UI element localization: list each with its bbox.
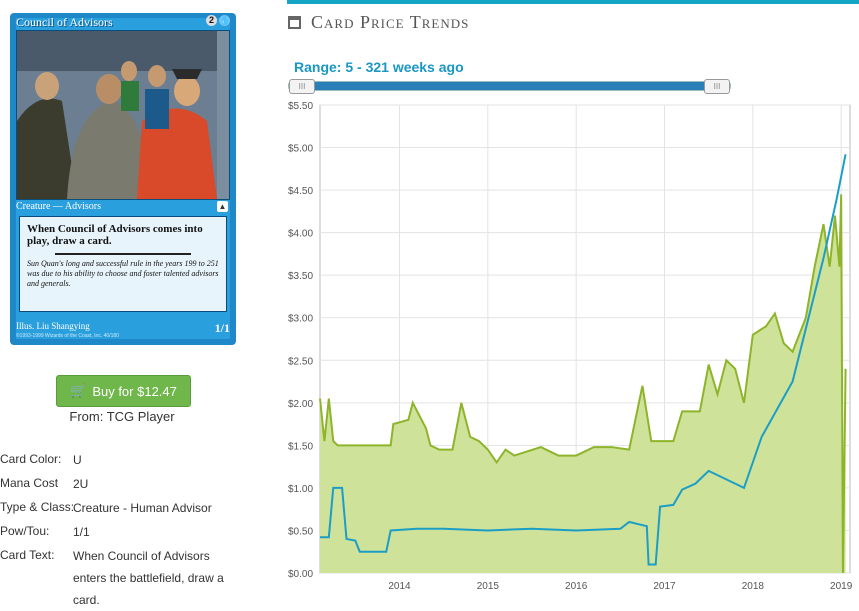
shopping-cart-icon: 🛒	[70, 383, 87, 398]
calendar-icon	[288, 16, 301, 29]
detail-label: Card Text:	[0, 548, 55, 562]
y-tick-label: $5.50	[288, 101, 313, 112]
x-tick-label: 2018	[742, 581, 765, 592]
buy-button[interactable]: 🛒 Buy for $12.47	[56, 375, 191, 407]
y-tick-label: $2.00	[288, 399, 313, 410]
y-tick-label: $0.00	[288, 569, 313, 580]
card-image: Council of Advisors 2 💧 Creature — Advis…	[10, 13, 236, 345]
detail-label: Type & Class:	[0, 500, 75, 514]
detail-label: Mana Cost	[0, 476, 59, 490]
card-rules-text: When Council of Advisors comes into play…	[27, 223, 203, 247]
range-slider[interactable]: III III	[288, 79, 731, 94]
detail-label: Card Color:	[0, 452, 62, 466]
card-text-box: When Council of Advisors comes into play…	[19, 216, 227, 312]
set-symbol-icon: ▲	[217, 201, 228, 212]
x-tick-label: 2017	[653, 581, 676, 592]
range-handle-end[interactable]: III	[704, 79, 730, 94]
card-copyright: ©1993-1999 Wizards of the Coast, Inc. 40…	[16, 333, 119, 339]
accent-bar	[287, 0, 859, 4]
price-chart: $0.00 $0.50 $1.00 $1.50 $2.00 $2.50 $3.00 $3.50…	[288, 101, 853, 592]
range-handle-start[interactable]: III	[289, 79, 315, 94]
section-title-text: Card Price Trends	[311, 12, 470, 32]
y-tick-label: $2.50	[288, 356, 313, 367]
y-tick-label: $1.50	[288, 441, 313, 452]
y-tick-label: $3.50	[288, 271, 313, 282]
card-type-line: Creature — Advisors	[16, 201, 101, 212]
x-tick-label: 2015	[477, 581, 500, 592]
card-flavor-text: Sun Quan's long and successful rule in t…	[27, 259, 219, 288]
mana-symbol-blue: 💧	[219, 15, 231, 26]
card-name: Council of Advisors	[16, 15, 113, 29]
series-area-0	[320, 194, 846, 573]
card-power-toughness: 1/1	[214, 321, 230, 335]
x-tick-label: 2016	[565, 581, 588, 592]
y-tick-label: $4.00	[288, 229, 313, 240]
section-title: Card Price Trends	[288, 12, 469, 33]
detail-value: Creature - Human Advisor	[73, 501, 212, 515]
series-line-1	[320, 154, 847, 566]
detail-value: When Council of Advisors enters the batt…	[73, 549, 224, 607]
y-tick-label: $1.00	[288, 484, 313, 495]
range-label: Range: 5 - 321 weeks ago	[294, 59, 464, 75]
detail-value: 2U	[73, 477, 89, 491]
buy-button-label: Buy for $12.47	[92, 383, 177, 399]
vendor-label: From: TCG Player	[69, 409, 175, 424]
y-tick-label: $0.50	[288, 526, 313, 537]
text-divider	[55, 253, 191, 255]
y-tick-label: $3.00	[288, 314, 313, 325]
detail-value: U	[73, 453, 82, 467]
y-tick-label: $4.50	[288, 186, 313, 197]
range-slider-fill	[299, 82, 719, 90]
x-tick-label: 2019	[830, 581, 853, 592]
detail-label: Pow/Tou:	[0, 524, 50, 538]
x-tick-label: 2014	[388, 581, 411, 592]
detail-value: 1/1	[73, 525, 90, 539]
series-line-0	[319, 194, 847, 574]
card-illustrator: Illus. Liu Shangying	[16, 321, 90, 331]
y-tick-label: $5.00	[288, 144, 313, 155]
mana-symbol-generic: 2	[206, 15, 217, 26]
card-artwork	[16, 30, 230, 200]
card-mana-cost: 2 💧	[206, 15, 230, 26]
